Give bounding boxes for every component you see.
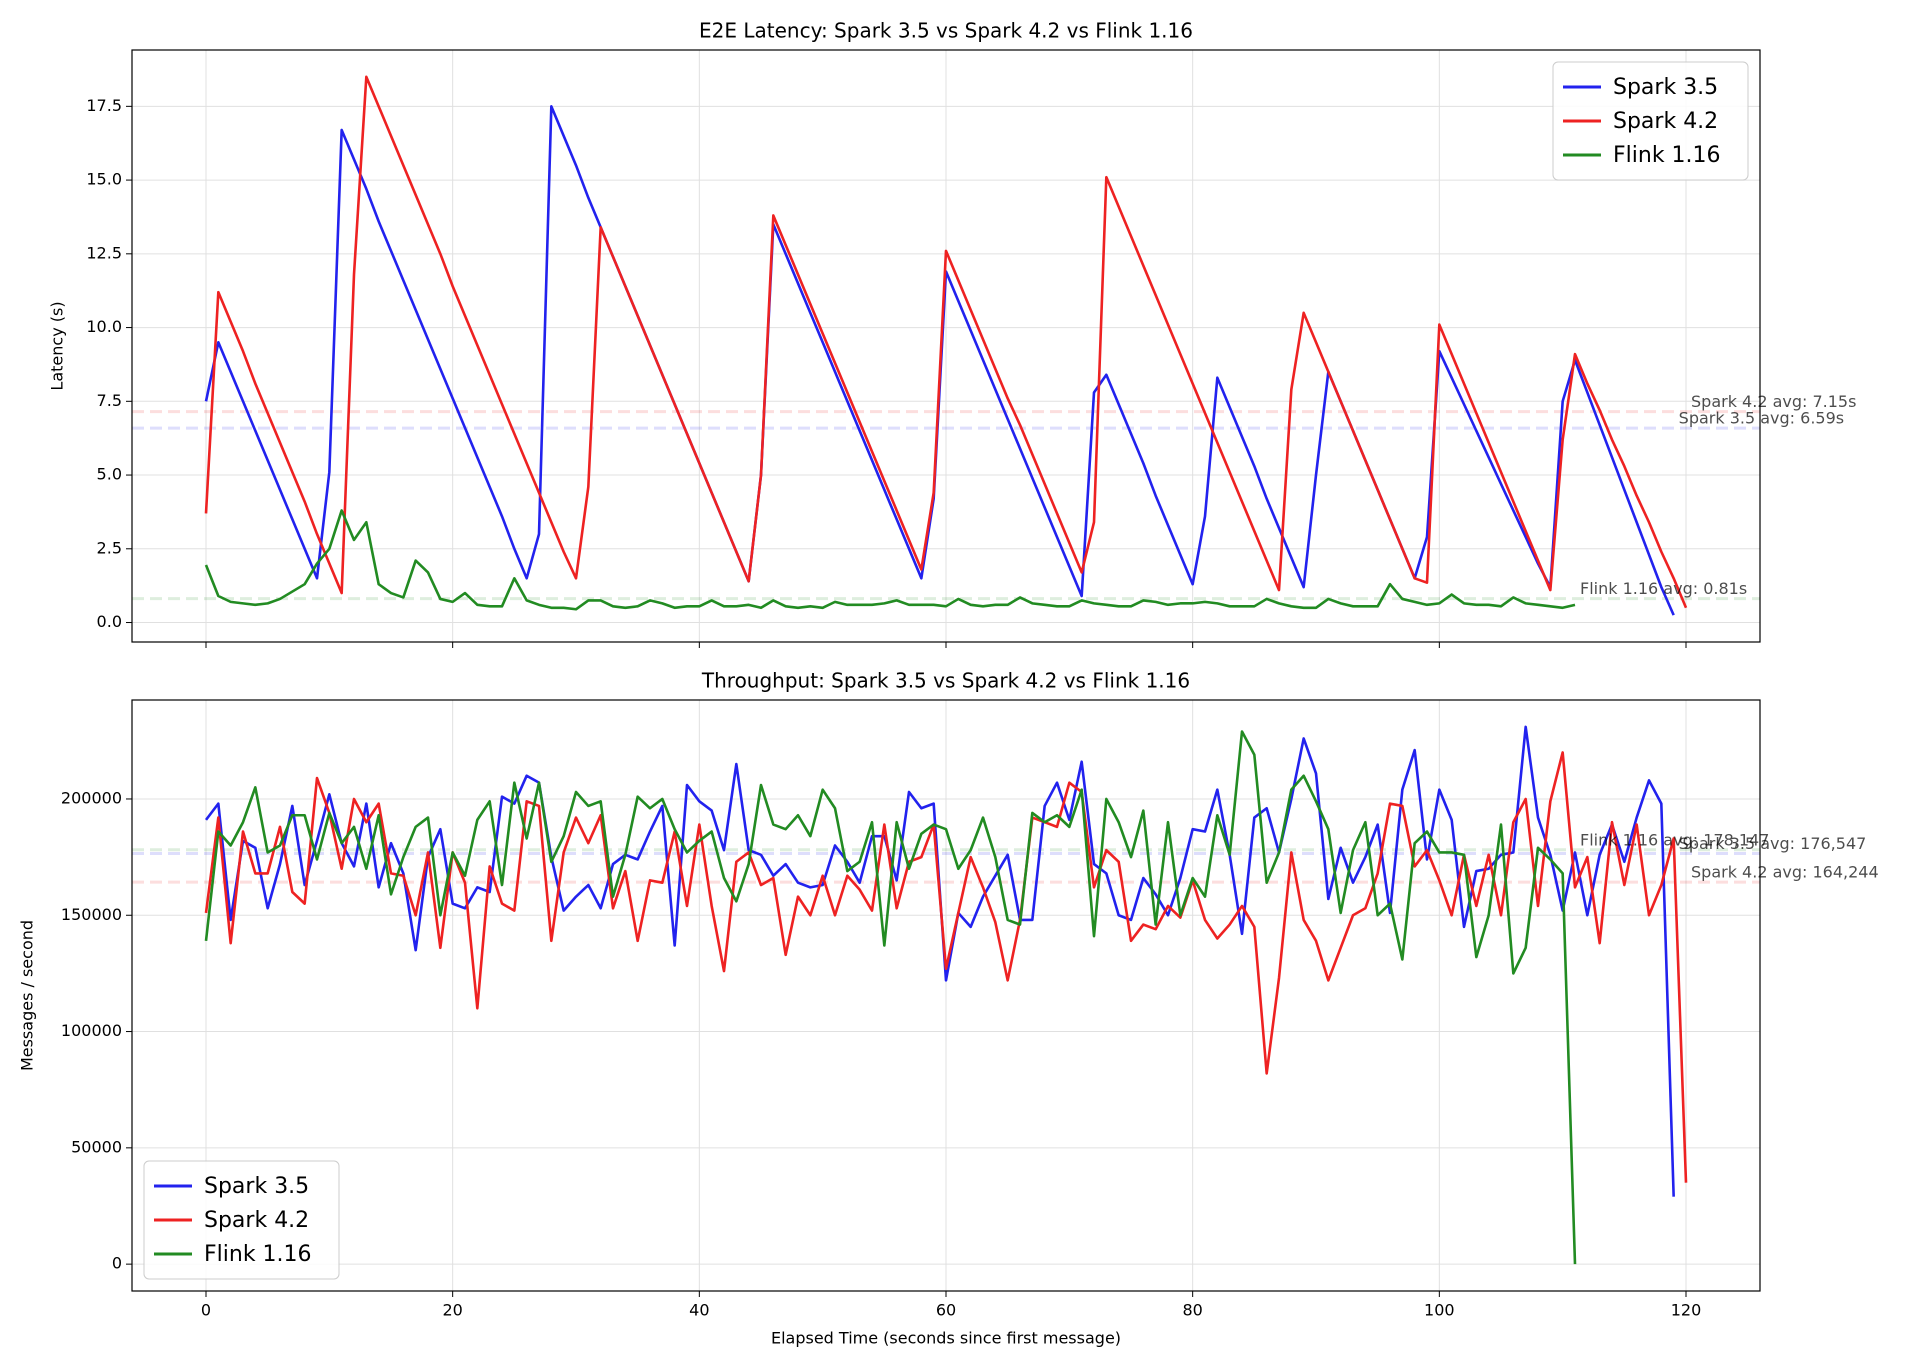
y-tick-label: 150000 xyxy=(61,905,122,924)
x-tick-label: 120 xyxy=(1671,1301,1702,1320)
y-tick-label: 12.5 xyxy=(86,243,122,262)
average-label: Spark 3.5 avg: 176,547 xyxy=(1679,834,1867,853)
legend-label: Spark 3.5 xyxy=(1613,75,1718,100)
legend-label: Spark 3.5 xyxy=(204,1174,309,1199)
y-tick-label: 2.5 xyxy=(97,538,122,557)
series-line xyxy=(204,75,1688,609)
legend-box xyxy=(143,1160,340,1280)
series-line xyxy=(204,730,1577,1265)
average-label: Flink 1.16 avg: 0.81s xyxy=(1580,579,1747,598)
y-tick-label: 50000 xyxy=(71,1137,122,1156)
legend-label: Flink 1.16 xyxy=(204,1242,312,1267)
y-tick-label: 15.0 xyxy=(86,170,122,189)
average-label: Spark 4.2 avg: 164,244 xyxy=(1691,863,1879,882)
chart-title: Throughput: Spark 3.5 vs Spark 4.2 vs Fl… xyxy=(701,669,1190,693)
y-tick-label: 200000 xyxy=(61,788,122,807)
x-tick-label: 20 xyxy=(442,1301,462,1320)
y-tick-label: 0.0 xyxy=(97,612,122,631)
x-tick-label: 80 xyxy=(1182,1301,1202,1320)
y-tick-label: 5.0 xyxy=(97,465,122,484)
legend-box xyxy=(1552,61,1749,181)
x-tick-label: 0 xyxy=(201,1301,211,1320)
y-tick-label: 17.5 xyxy=(86,96,122,115)
x-tick-label: 40 xyxy=(689,1301,709,1320)
average-label: Spark 4.2 avg: 7.15s xyxy=(1691,392,1856,411)
average-label: Flink 1.16 avg: 178,147 xyxy=(1580,830,1769,849)
legend-label: Spark 4.2 xyxy=(204,1208,309,1233)
legend-label: Flink 1.16 xyxy=(1613,143,1721,168)
axes-frame xyxy=(131,699,1761,1292)
y-tick-label: 7.5 xyxy=(97,391,122,410)
average-label: Spark 3.5 avg: 6.59s xyxy=(1679,409,1844,428)
legend-label: Spark 4.2 xyxy=(1613,109,1718,134)
x-tick-label: 100 xyxy=(1424,1301,1455,1320)
x-axis-label: Elapsed Time (seconds since first messag… xyxy=(771,1329,1121,1348)
y-axis-label: Messages / second xyxy=(18,920,37,1071)
series-line xyxy=(204,509,1576,611)
x-tick-label: 60 xyxy=(936,1301,956,1320)
y-tick-label: 100000 xyxy=(61,1021,122,1040)
y-tick-label: 10.0 xyxy=(86,317,122,336)
y-axis-label: Latency (s) xyxy=(48,301,67,390)
chart-title: E2E Latency: Spark 3.5 vs Spark 4.2 vs F… xyxy=(699,19,1193,43)
axes-frame xyxy=(131,49,1761,643)
y-tick-label: 0 xyxy=(112,1254,122,1273)
